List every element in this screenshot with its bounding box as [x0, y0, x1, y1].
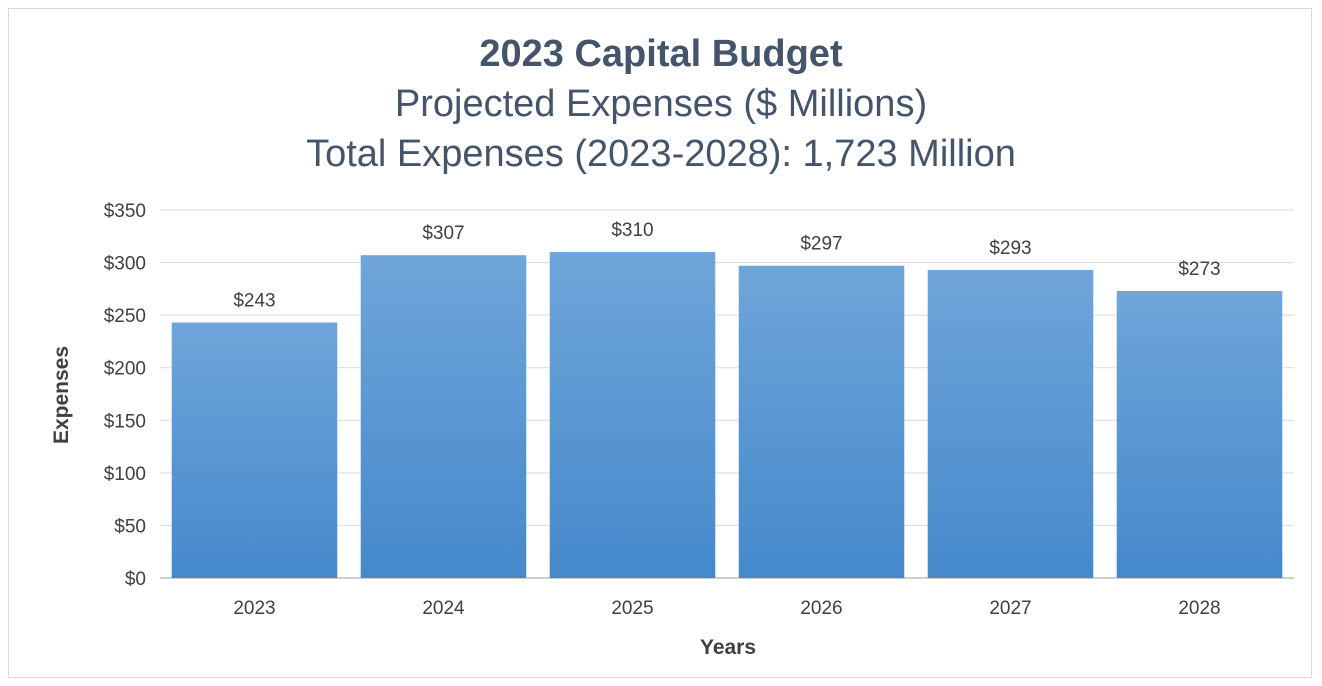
chart-subtitle-total: Total Expenses (2023-2028): 1,723 Millio… [306, 133, 1016, 175]
y-tick-label: $50 [114, 516, 146, 537]
x-axis-title: Years [700, 636, 756, 659]
x-tick-label: 2024 [422, 598, 465, 619]
x-tick-label: 2028 [1178, 598, 1220, 619]
y-tick-label: $300 [104, 254, 146, 275]
y-axis-ticks: $0 $50 $100 $150 $200 $250 $300 $350 [104, 201, 146, 590]
bar-2026 [738, 265, 905, 578]
x-axis-ticks: 2023 2024 2025 2026 2027 2028 [233, 598, 1220, 619]
data-label-2028: $273 [1178, 259, 1220, 280]
bar-2023 [171, 322, 338, 578]
y-tick-label: $100 [104, 464, 146, 485]
gridlines [160, 209, 1294, 579]
y-tick-label: $200 [104, 359, 146, 380]
x-tick-label: 2023 [233, 598, 275, 619]
data-label-2025: $310 [611, 220, 653, 241]
data-label-2026: $297 [800, 234, 842, 255]
x-tick-label: 2027 [989, 598, 1031, 619]
bar-2027 [927, 269, 1094, 578]
chart-title: 2023 Capital Budget [479, 33, 843, 75]
x-tick-label: 2025 [611, 598, 653, 619]
chart-subtitle: Projected Expenses ($ Millions) [395, 83, 927, 125]
data-label-2027: $293 [989, 238, 1031, 259]
bar-2025 [549, 252, 716, 579]
data-label-2024: $307 [422, 223, 464, 244]
y-axis-title: Expenses [50, 346, 73, 444]
y-tick-label: $0 [125, 569, 146, 590]
bar-2024 [360, 255, 527, 578]
bar-2028 [1116, 290, 1283, 578]
data-labels: $243 $307 $310 $297 $293 $273 [233, 220, 1220, 311]
bars [171, 252, 1283, 579]
y-tick-label: $150 [104, 411, 146, 432]
y-tick-label: $350 [104, 201, 146, 222]
data-label-2023: $243 [233, 291, 275, 312]
y-tick-label: $250 [104, 306, 146, 327]
x-tick-label: 2026 [800, 598, 842, 619]
